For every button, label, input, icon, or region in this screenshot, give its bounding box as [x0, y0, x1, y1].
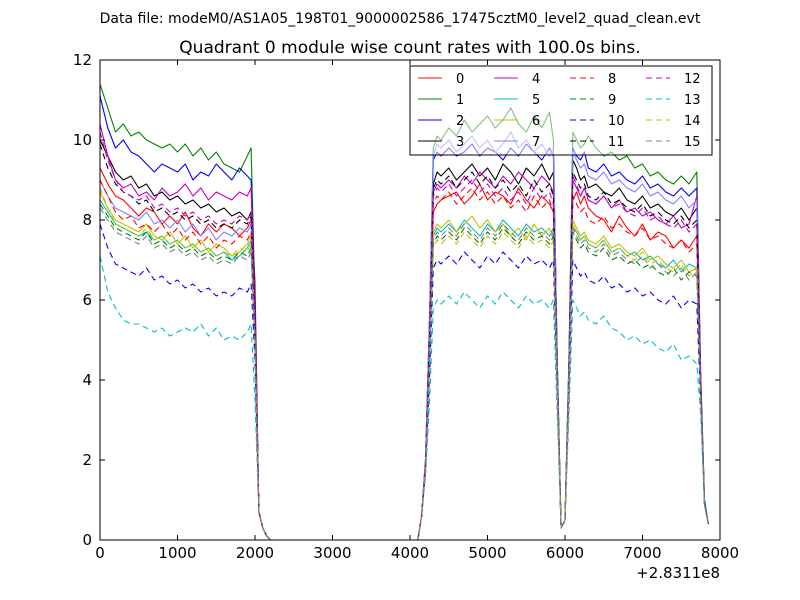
legend-label-14: 14 — [684, 114, 701, 129]
series-line-11 — [99, 143, 709, 541]
y-tick-label: 4 — [82, 371, 92, 389]
x-tick-label: 4000 — [391, 544, 429, 562]
series-line-15 — [99, 207, 709, 541]
legend-label-6: 6 — [532, 114, 540, 129]
chart-title: Quadrant 0 module wise count rates with … — [179, 38, 640, 58]
legend-label-4: 4 — [532, 72, 540, 87]
y-tick-label: 10 — [73, 131, 92, 149]
legend-label-1: 1 — [456, 93, 464, 108]
x-tick-label: 2000 — [236, 544, 274, 562]
series-line-12 — [99, 131, 709, 541]
x-tick-label: 3000 — [313, 544, 351, 562]
legend-label-3: 3 — [456, 135, 464, 150]
y-tick-label: 2 — [82, 451, 92, 469]
tick-layer: 0 1000 2000 3000 4000 5000 6000 7000 80000246810… — [73, 51, 739, 562]
legend-label-0: 0 — [456, 72, 464, 87]
legend-label-9: 9 — [608, 93, 616, 108]
legend-box — [409, 65, 713, 156]
y-tick-label: 12 — [73, 51, 92, 69]
x-tick-label: 8000 — [701, 544, 739, 562]
legend-label-7: 7 — [532, 135, 540, 150]
y-tick-label: 6 — [82, 291, 92, 309]
legend-label-8: 8 — [608, 72, 616, 87]
legend-label-13: 13 — [684, 93, 701, 108]
series-line-9 — [99, 203, 709, 541]
x-tick-label: 5000 — [468, 544, 506, 562]
legend-label-2: 2 — [456, 114, 464, 129]
x-tick-label: 6000 — [546, 544, 584, 562]
series-layer — [99, 83, 709, 541]
legend-label-10: 10 — [608, 114, 625, 129]
legend-label-15: 15 — [684, 135, 701, 150]
x-tick-label: 0 — [95, 544, 105, 562]
x-offset-label: +2.8311e8 — [636, 564, 720, 582]
series-line-8 — [99, 179, 709, 541]
chart-suptitle: Data file: modeM0/AS1A05_198T01_90000025… — [100, 11, 701, 27]
x-tick-label: 7000 — [623, 544, 661, 562]
series-line-13 — [99, 255, 709, 541]
legend-label-11: 11 — [608, 135, 625, 150]
legend-label-5: 5 — [532, 93, 540, 108]
x-tick-label: 1000 — [158, 544, 196, 562]
legend-label-12: 12 — [684, 72, 701, 87]
y-tick-label: 0 — [82, 531, 92, 549]
y-tick-label: 8 — [82, 211, 92, 229]
